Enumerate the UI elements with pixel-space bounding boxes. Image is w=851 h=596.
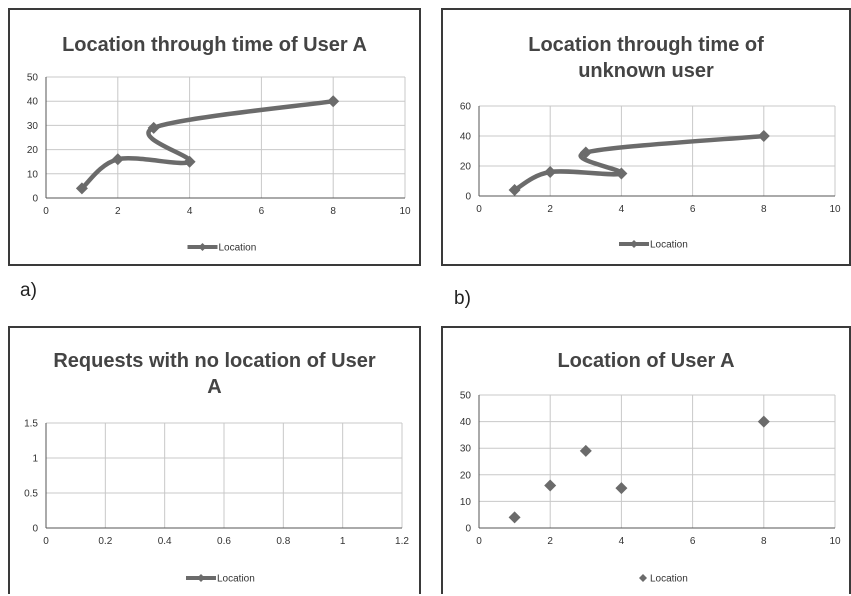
y-tick-label: 0 bbox=[465, 192, 471, 203]
x-tick-label: 0.8 bbox=[276, 536, 290, 547]
chart-title-b: Location through time of unknown user bbox=[528, 34, 764, 82]
data-point-marker bbox=[147, 121, 160, 134]
data-point-marker bbox=[508, 511, 521, 524]
x-tick-label: 10 bbox=[399, 206, 411, 217]
y-tick-label: 50 bbox=[27, 73, 39, 84]
y-tick-label: 20 bbox=[460, 162, 472, 173]
y-tick-label: 40 bbox=[460, 132, 472, 143]
chart-panel-c: Requests with no location of User A 0 0.2… bbox=[8, 326, 421, 594]
y-tick-label: 10 bbox=[27, 169, 39, 180]
chart-a-svg: 0 2 4 6 8 10 0 10 20 30 40 50 Location bbox=[27, 73, 411, 254]
data-point-marker bbox=[75, 182, 88, 195]
x-tick-label: 2 bbox=[115, 206, 121, 217]
y-tick-label: 0 bbox=[32, 524, 38, 535]
y-tick-label: 60 bbox=[460, 102, 472, 113]
chart-title-c: Requests with no location of User A bbox=[53, 350, 376, 398]
legend-label: Location bbox=[219, 243, 257, 254]
y-tick-label: 20 bbox=[27, 145, 39, 156]
panel-label-b: b) bbox=[454, 288, 471, 309]
x-tick-label: 6 bbox=[259, 206, 265, 217]
legend-marker bbox=[197, 574, 205, 582]
x-tick-label: 6 bbox=[690, 536, 696, 547]
x-tick-label: 0.2 bbox=[98, 536, 112, 547]
data-point-marker bbox=[579, 146, 592, 159]
chart-title-d: Location of User A bbox=[557, 350, 735, 372]
data-point-marker bbox=[757, 415, 770, 428]
data-point-marker bbox=[111, 153, 124, 166]
chart-panel-b: Location through time of unknown user 0 2… bbox=[441, 8, 851, 266]
x-tick-label: 10 bbox=[829, 204, 841, 215]
chart-c-svg: 0 0.2 0.4 0.6 0.8 1 1.2 0 0.5 1 1.5 Location bbox=[24, 419, 409, 585]
y-tick-label: 0 bbox=[465, 524, 471, 535]
chart-title-a: Location through time of User A bbox=[62, 34, 367, 56]
x-tick-label: 8 bbox=[761, 204, 767, 215]
data-point-marker bbox=[508, 184, 521, 196]
y-tick-label: 10 bbox=[460, 497, 472, 508]
legend-marker bbox=[630, 240, 638, 248]
panel-label-a: a) bbox=[20, 280, 37, 301]
x-tick-label: 0.4 bbox=[158, 536, 172, 547]
chart-panel-a: Location through time of User A 0 2 4 6 8 10 0… bbox=[8, 8, 421, 266]
y-tick-label: 0 bbox=[32, 194, 38, 205]
legend-label: Location bbox=[650, 574, 688, 585]
y-tick-label: 0.5 bbox=[24, 489, 38, 500]
x-tick-label: 0 bbox=[43, 206, 49, 217]
chart-panel-d: Location of User A 0 2 4 6 8 10 0 10 20 30 40 50 Loc… bbox=[441, 326, 851, 594]
y-tick-label: 40 bbox=[460, 417, 472, 428]
y-tick-label: 1.5 bbox=[24, 419, 38, 430]
data-point-marker bbox=[579, 444, 592, 457]
y-tick-label: 50 bbox=[460, 391, 472, 402]
x-tick-label: 4 bbox=[619, 204, 625, 215]
x-tick-label: 6 bbox=[690, 204, 696, 215]
data-point-marker bbox=[757, 130, 770, 142]
series-line-location bbox=[79, 98, 336, 191]
x-tick-label: 0 bbox=[476, 204, 482, 215]
data-point-marker bbox=[327, 95, 340, 108]
x-tick-label: 8 bbox=[330, 206, 336, 217]
series-line-location bbox=[512, 133, 767, 193]
legend-label: Location bbox=[650, 240, 688, 251]
data-point-marker bbox=[544, 479, 557, 492]
y-tick-label: 30 bbox=[460, 444, 472, 455]
x-tick-label: 0 bbox=[43, 536, 49, 547]
x-tick-label: 8 bbox=[761, 536, 767, 547]
chart-d-svg: 0 2 4 6 8 10 0 10 20 30 40 50 Location bbox=[460, 391, 841, 585]
x-tick-label: 1.2 bbox=[395, 536, 409, 547]
x-tick-label: 4 bbox=[187, 206, 193, 217]
legend-marker bbox=[198, 243, 207, 251]
x-tick-label: 4 bbox=[619, 536, 625, 547]
x-tick-label: 10 bbox=[829, 536, 841, 547]
x-tick-label: 0.6 bbox=[217, 536, 231, 547]
data-point-marker bbox=[183, 155, 196, 168]
data-point-marker bbox=[615, 167, 628, 180]
x-tick-label: 1 bbox=[340, 536, 346, 547]
legend-marker bbox=[639, 574, 647, 582]
y-tick-label: 30 bbox=[27, 121, 39, 132]
chart-b-svg: 0 2 4 6 8 10 0 20 40 60 Location bbox=[460, 102, 841, 251]
legend-label: Location bbox=[217, 574, 255, 585]
x-tick-label: 2 bbox=[547, 204, 553, 215]
x-tick-label: 2 bbox=[547, 536, 553, 547]
y-tick-label: 20 bbox=[460, 470, 472, 481]
x-tick-label: 0 bbox=[476, 536, 482, 547]
data-point-marker bbox=[615, 482, 628, 495]
y-tick-label: 1 bbox=[32, 454, 38, 465]
y-tick-label: 40 bbox=[27, 97, 39, 108]
data-point-marker bbox=[544, 166, 557, 178]
